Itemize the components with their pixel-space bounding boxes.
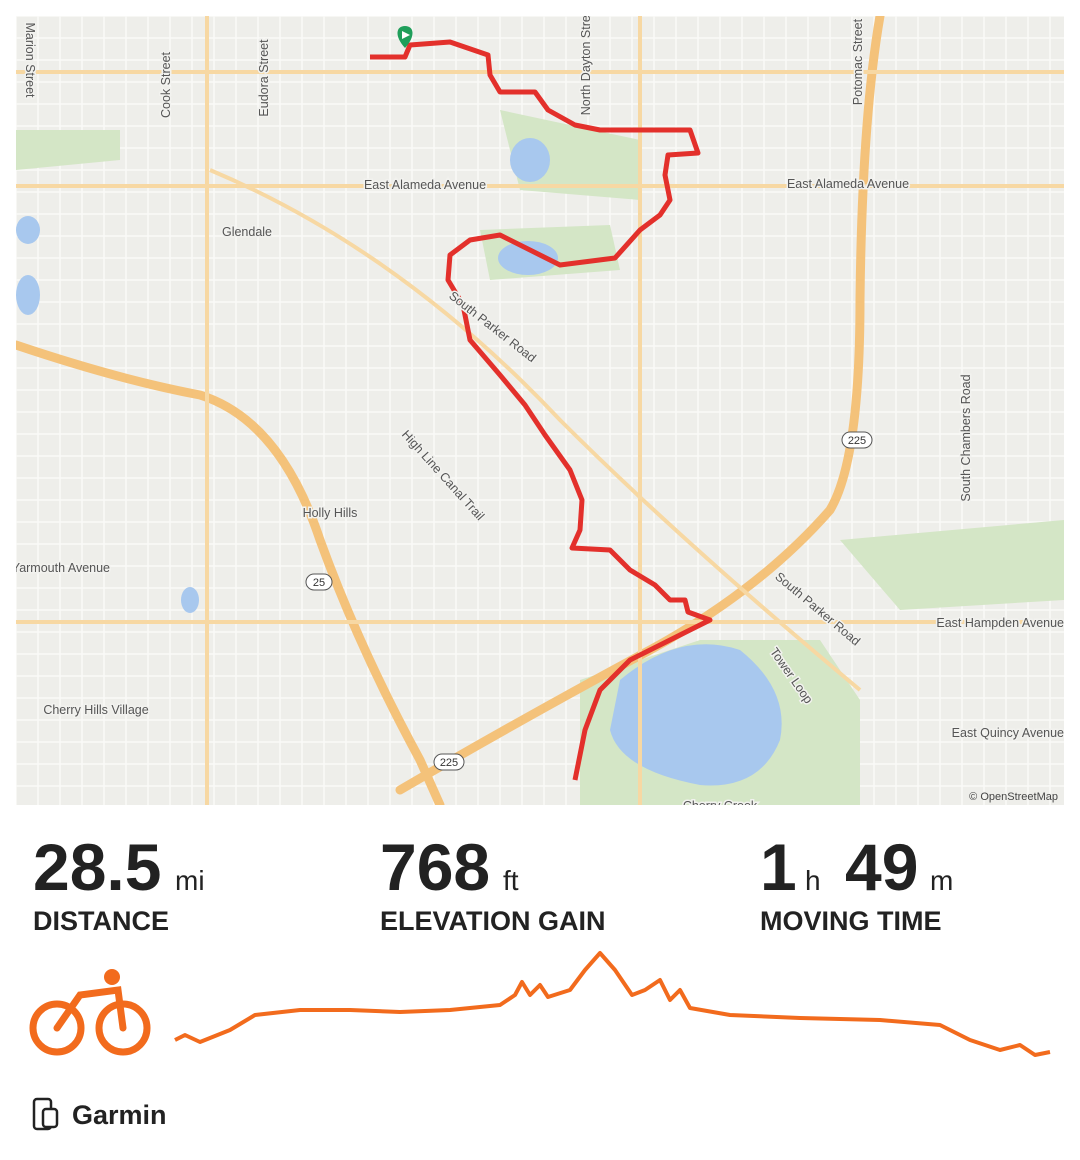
distance-unit: mi	[175, 865, 205, 896]
map: Marion Street Cook Street Eudora Street …	[12, 4, 1064, 813]
map-label: East Alameda Avenue	[787, 177, 909, 191]
map-label: Yarmouth Avenue	[12, 561, 110, 575]
minutes-value: 49	[845, 830, 918, 904]
map-label: Cherry Hills Village	[43, 703, 148, 717]
map-label: Eudora Street	[257, 39, 271, 117]
elevation-value: 768	[380, 830, 490, 904]
map-label: Cherry Creek	[683, 799, 758, 813]
hours-unit: h	[805, 865, 821, 896]
major-roads	[16, 16, 1064, 805]
minutes-unit: m	[930, 865, 953, 896]
distance-value: 28.5	[33, 830, 161, 904]
map-label: Potomac Street	[851, 18, 865, 105]
elevation-unit: ft	[503, 865, 519, 896]
map-label: North Dayton Street	[579, 4, 593, 115]
elevation-profile	[174, 951, 1051, 1057]
shield	[433, 753, 465, 771]
map-label: East Quincy Avenue	[952, 726, 1064, 740]
device-icon	[32, 1097, 59, 1131]
map-label: East Alameda Avenue	[364, 178, 486, 192]
shield-label: 225	[440, 757, 458, 769]
distance-label: DISTANCE	[33, 906, 169, 936]
route	[370, 39, 713, 781]
shield	[305, 573, 333, 591]
map-label: East Hampden Avenue	[936, 616, 1064, 630]
start-flag	[402, 31, 410, 39]
map-label: South Chambers Road	[959, 374, 973, 501]
map-label: Marion Street	[23, 22, 37, 98]
map-label: Glendale	[222, 225, 272, 239]
hours-value: 1	[760, 830, 797, 904]
shield	[841, 431, 873, 449]
shield-label: 225	[848, 435, 866, 447]
attribution: © OpenStreetMap	[969, 791, 1058, 803]
lakes	[16, 138, 782, 786]
shield-label: 25	[313, 577, 325, 589]
bike-icon	[29, 969, 151, 1056]
map-label: Cook Street	[159, 51, 173, 118]
map-label: Holly Hills	[303, 506, 358, 520]
elevation-label: ELEVATION GAIN	[380, 906, 606, 936]
source-label: Garmin	[72, 1100, 167, 1130]
moving-time-label: MOVING TIME	[760, 906, 942, 936]
